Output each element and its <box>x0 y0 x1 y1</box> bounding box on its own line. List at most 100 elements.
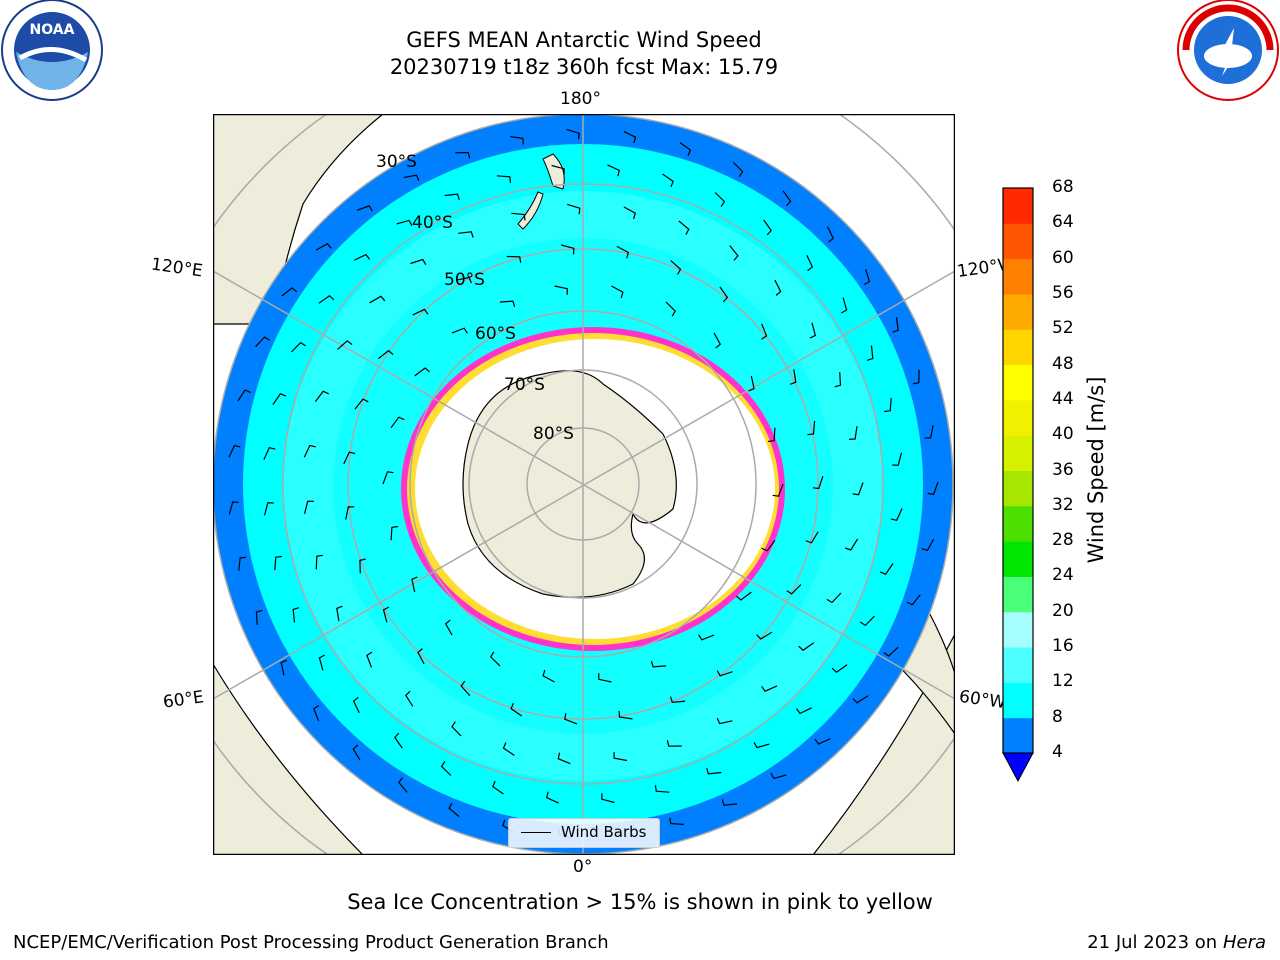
wind-barb <box>863 269 871 286</box>
wind-barb <box>805 531 819 544</box>
wind-barb <box>444 193 460 201</box>
lat-label-70s: 70°S <box>504 375 545 395</box>
wind-barb <box>396 219 413 226</box>
map-legend: Wind Barbs <box>508 818 660 848</box>
wind-barb <box>352 744 361 761</box>
wind-barb <box>669 696 686 703</box>
lon-label-60e: 60°E <box>161 687 206 713</box>
lat-label-30s: 30°S <box>376 152 417 172</box>
wind-barb <box>623 206 637 220</box>
wind-barb <box>713 332 722 349</box>
wind-barb <box>665 301 677 317</box>
wind-barb <box>263 447 276 460</box>
legend-label: Wind Barbs <box>561 823 647 841</box>
wind-barb <box>883 646 899 657</box>
wind-barb <box>506 255 522 263</box>
wind-barb <box>826 226 835 243</box>
colorbar-band <box>1003 647 1033 683</box>
wind-barb <box>761 323 768 340</box>
wind-barb <box>567 203 581 215</box>
colorbar-band <box>1003 435 1033 471</box>
wind-barb <box>382 471 394 485</box>
wind-barb <box>719 286 729 303</box>
wind-barb <box>650 661 667 668</box>
wind-barb <box>255 336 270 348</box>
wind-barbs <box>228 128 939 840</box>
colorbar-band <box>1003 399 1033 436</box>
wind-barb <box>451 721 462 737</box>
wind-barb <box>405 690 414 707</box>
colorbar-tick-label: 24 <box>1052 565 1074 586</box>
wind-barb <box>551 164 565 175</box>
wind-barb <box>499 300 516 307</box>
colorbar-tick-label: 56 <box>1052 282 1074 303</box>
wind-barb <box>924 424 934 439</box>
chart-subtitle: 20230719 t18z 360h fcst Max: 15.79 <box>389 55 779 79</box>
colorbar-extend-low <box>1002 752 1034 783</box>
wind-barb <box>444 619 453 636</box>
wind-barb <box>237 389 251 402</box>
footer-org: NCEP/EMC/Verification Post Processing Pr… <box>13 932 609 953</box>
wind-barb <box>814 738 831 745</box>
wind-barb <box>826 592 842 604</box>
wind-barb <box>679 142 692 156</box>
colorbar-tick-label: 68 <box>1052 177 1074 197</box>
lon-label-0: 0° <box>573 857 593 877</box>
wind-barb <box>892 317 899 333</box>
wind-barb <box>315 554 323 570</box>
wind-barb <box>448 802 460 818</box>
colorbar-band <box>1003 188 1033 224</box>
wind-barb <box>458 231 474 238</box>
lon-label-120e: 120°E <box>149 254 204 282</box>
wind-barb <box>369 295 386 304</box>
wind-barb <box>343 451 356 465</box>
wind-barb <box>554 285 568 295</box>
colorbar-band <box>1003 505 1033 542</box>
wind-barb <box>795 707 812 715</box>
wind-barb <box>411 576 418 593</box>
wind-barb <box>892 452 903 466</box>
wind-barb <box>352 696 360 713</box>
colorbar-tick-label: 16 <box>1052 636 1074 657</box>
colorbar-band <box>1003 682 1033 719</box>
wind-barb <box>510 136 524 145</box>
wind-barb <box>394 732 403 749</box>
lat-label-60s: 60°S <box>475 324 516 344</box>
wind-barb <box>557 752 571 765</box>
wind-barb <box>292 607 300 623</box>
footer-date: 21 Jul 2023 on Hera <box>1087 932 1266 953</box>
wind-barb <box>807 420 816 436</box>
wind-barb <box>354 398 369 410</box>
wind-barb <box>906 594 921 606</box>
colorbar-tick-label: 36 <box>1052 459 1074 480</box>
wind-barb <box>670 260 682 275</box>
wind-barb <box>336 605 343 622</box>
wind-barb <box>927 481 939 495</box>
polar-map <box>213 114 955 855</box>
colorbar-tick-label: 20 <box>1052 600 1074 621</box>
wind-barb <box>789 369 797 385</box>
wind-barb <box>510 702 523 717</box>
wind-barb <box>601 793 615 804</box>
lat-label-40s: 40°S <box>412 213 453 233</box>
wind-barb <box>460 680 471 697</box>
wind-barb <box>774 279 782 296</box>
wind-barb <box>721 799 738 806</box>
wind-barb <box>314 390 329 402</box>
wind-barb <box>345 506 355 520</box>
wind-barb <box>669 817 684 825</box>
wind-barb <box>607 164 620 177</box>
wind-barb <box>841 297 848 314</box>
wind-barb <box>654 785 670 793</box>
colorbar-tick-label: 8 <box>1052 706 1063 727</box>
footer-machine: Hera <box>1222 932 1266 953</box>
wind-barb <box>274 555 282 571</box>
noaa-logo: NOAA <box>1 0 103 101</box>
wind-barb <box>890 508 903 521</box>
wind-barb <box>390 525 398 541</box>
wind-barb <box>228 501 239 515</box>
wind-barb <box>440 760 452 776</box>
wind-barb <box>511 212 526 221</box>
wind-barb <box>228 444 241 458</box>
wind-barb <box>417 648 425 665</box>
